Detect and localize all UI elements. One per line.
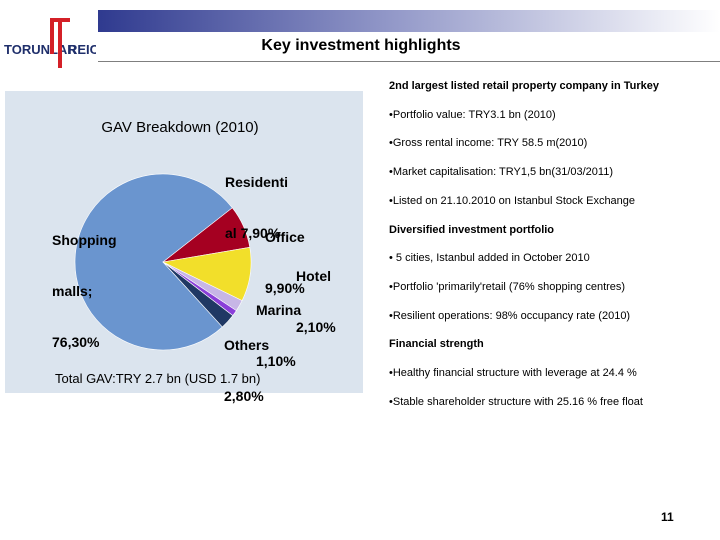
torunlar-reic-logo: TORUNLAR REIC [4,18,96,68]
pie-slice-shopping-malls [74,173,233,351]
chart-title: GAV Breakdown (2010) [101,119,259,136]
logo-mark-left [50,22,54,54]
highlight-item: •Portfolio 'primarily'retail (76% shoppi… [389,280,626,293]
pie-slice-others [162,261,234,328]
logo-mark-bar [58,18,62,68]
label-shopping-malls: Shopping malls; 76,30% [52,232,117,350]
total-gav-note: Total GAV:TRY 2.7 bn (USD 1.7 bn) [55,371,261,386]
label-others: Others 2,80% [224,337,270,404]
label-hotel: Hotel 2,10% [296,268,336,335]
logo-text-right: REIC [68,42,96,57]
pie-chart [74,173,252,351]
highlight-heading: Diversified investment portfolio [389,223,555,236]
slide-title: Key investment highlights [261,37,461,54]
label-marina: Marina 1,10% [256,302,302,369]
highlight-item: •Portfolio value: TRY3.1 bn (2010) [389,108,556,121]
highlight-item: •Stable shareholder structure with 25.16… [389,395,643,408]
highlight-item: •Gross rental income: TRY 58.5 m(2010) [389,137,588,150]
label-office: Office 9,90% [265,229,305,296]
gav-chart-panel: GAV Breakdown (2010) Shopping malls; 76,… [5,91,363,404]
logo-mark-top [50,18,70,22]
highlight-item: •Resilient operations: 98% occupancy rat… [389,309,631,322]
title-divider [98,61,720,62]
highlight-item: • 5 cities, Istanbul added in October 20… [389,252,590,265]
page-number: 11 [661,510,674,524]
highlight-heading: Financial strength [389,338,484,351]
header-gradient-bar [98,10,720,32]
highlight-item: •Listed on 21.10.2010 on Istanbul Stock … [389,194,636,207]
highlight-heading: 2nd largest listed retail property compa… [389,80,659,92]
highlight-item: •Healthy financial structure with levera… [389,367,637,379]
label-residential: Residenti al 7,90% [225,174,289,241]
logo-text-left: TORUNLAR [4,42,77,57]
highlight-item: •Market capitalisation: TRY1,5 bn(31/03/… [389,166,613,179]
